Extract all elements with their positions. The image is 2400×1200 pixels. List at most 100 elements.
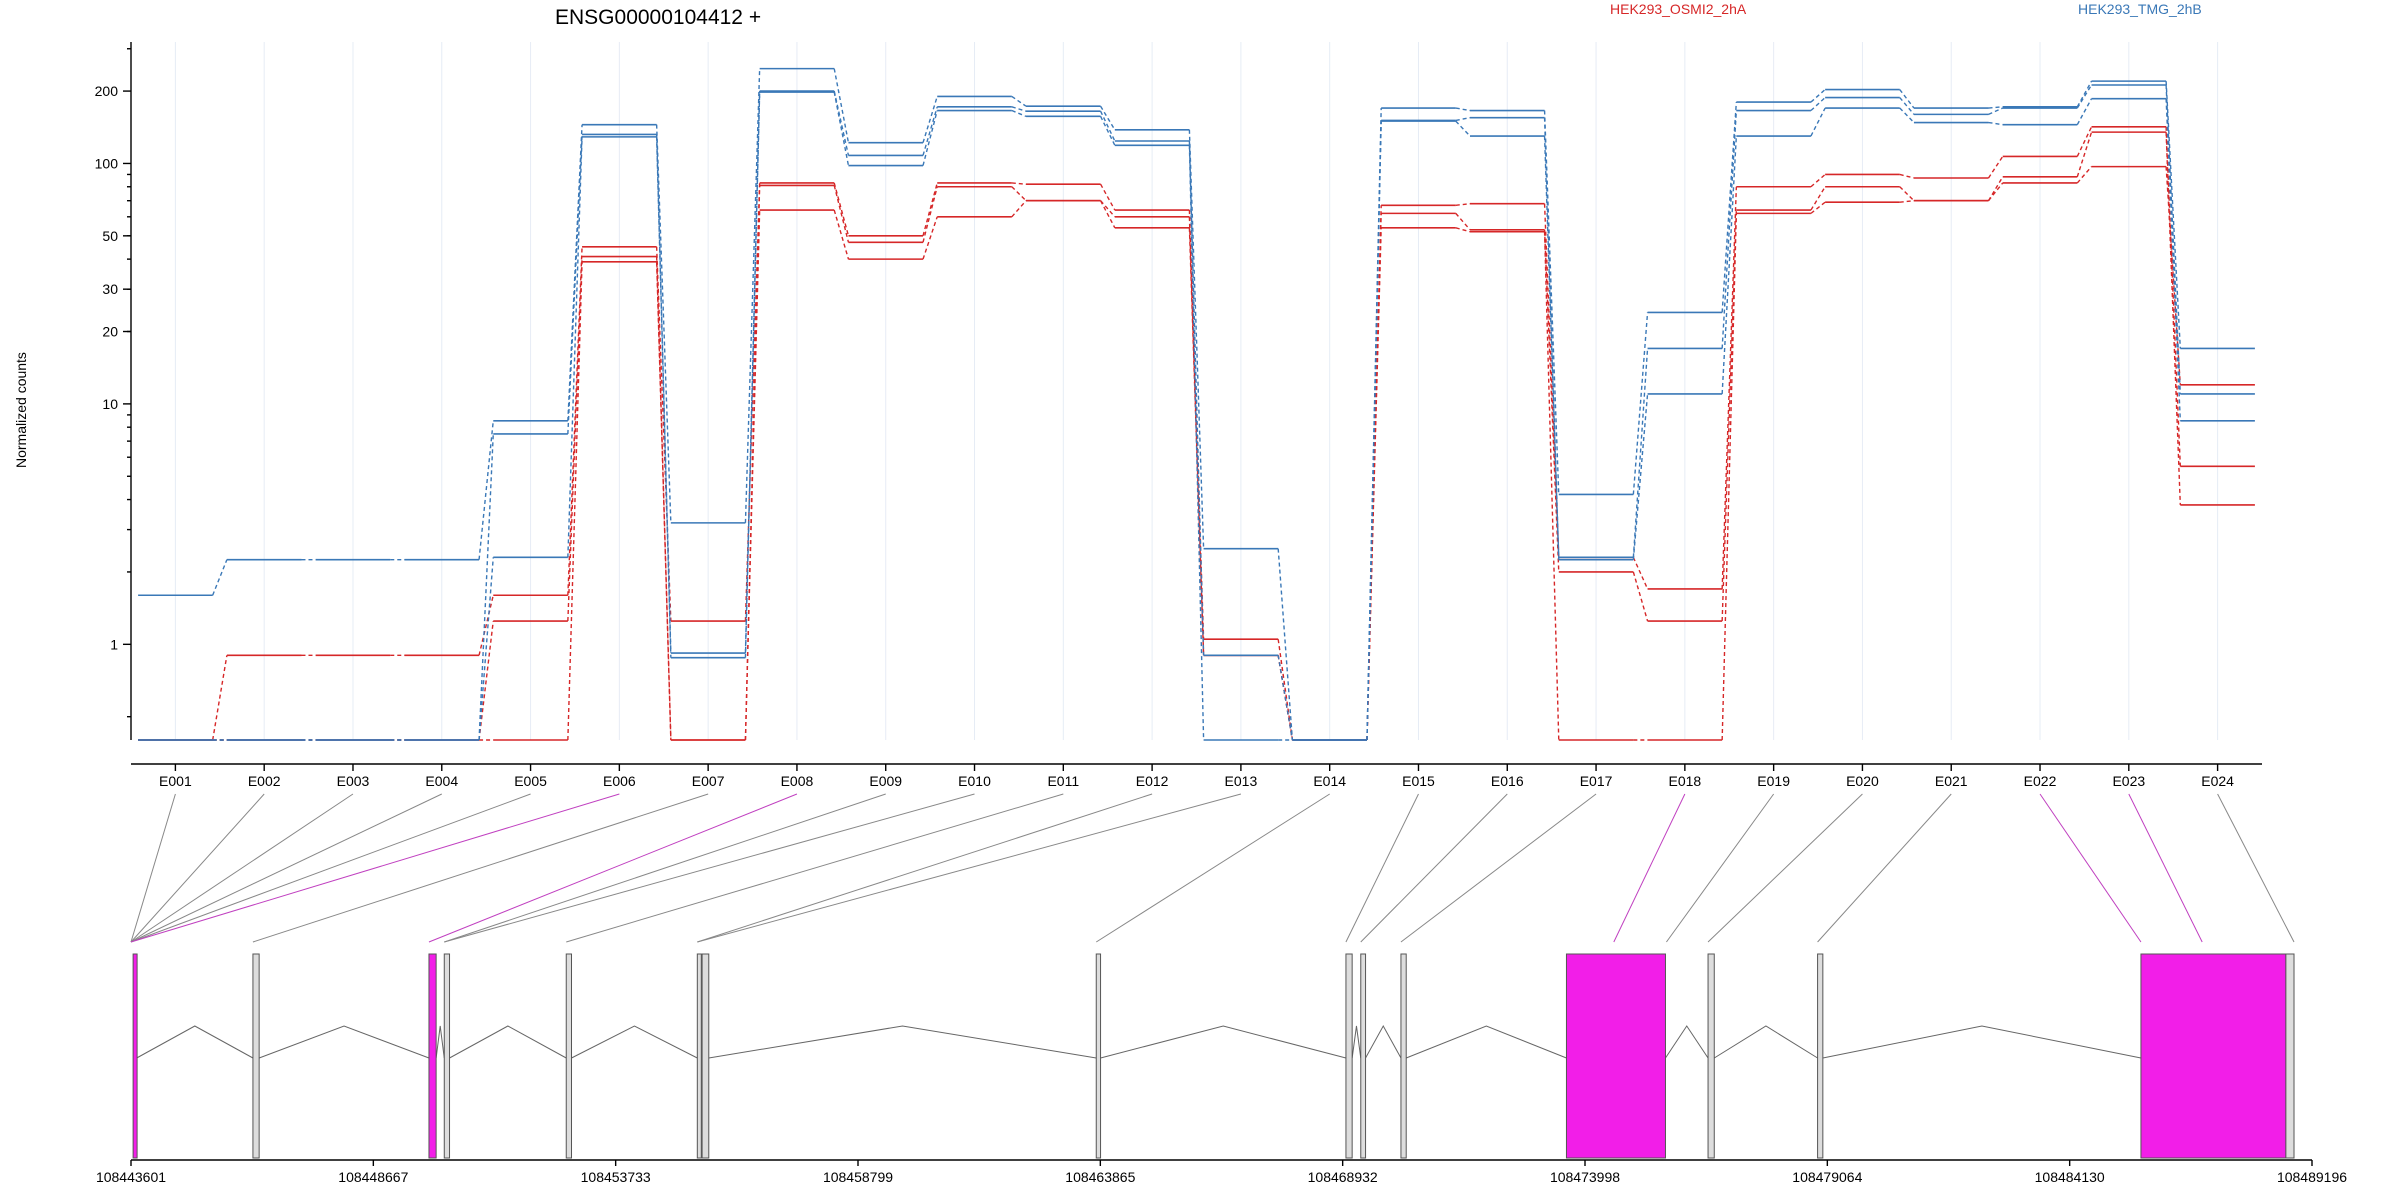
series-3-connector-e011 bbox=[1099, 200, 1116, 229]
genomic-tick-label-108489196: 108489196 bbox=[2277, 1169, 2347, 1185]
genomic-tick-label-108448667: 108448667 bbox=[338, 1169, 408, 1185]
connector-e008 bbox=[428, 793, 798, 943]
series-4-connector-e021 bbox=[1988, 106, 2003, 109]
connector-e004 bbox=[130, 793, 442, 943]
series-4-connector-e010 bbox=[1011, 95, 1027, 107]
series-4-connector-e023 bbox=[2165, 81, 2182, 349]
series-6-connector-e010 bbox=[1011, 109, 1027, 118]
y-tick-label-20: 20 bbox=[102, 324, 118, 340]
exon-label-e006: E006 bbox=[603, 773, 636, 789]
exon-label-e022: E022 bbox=[2024, 773, 2057, 789]
series-5-connector-e020 bbox=[1899, 97, 1915, 115]
series-5-connector-e021 bbox=[1988, 107, 2004, 116]
series-2-connector-e004 bbox=[478, 620, 494, 741]
series-6-connector-e014 bbox=[1366, 121, 1382, 741]
intron-5 bbox=[571, 1025, 698, 1059]
exon-connectors bbox=[130, 793, 2295, 943]
genomic-tick-label-108463865: 108463865 bbox=[1065, 1169, 1135, 1185]
connector-e017 bbox=[1400, 793, 1597, 943]
series-2-connector-e017 bbox=[1632, 571, 1649, 622]
series-1-connector-e008 bbox=[833, 182, 850, 237]
connector-e001 bbox=[130, 793, 176, 943]
intron-4 bbox=[449, 1025, 567, 1059]
connector-e002 bbox=[130, 793, 265, 943]
series-1-connector-e017 bbox=[1632, 557, 1649, 590]
series-1-connector-e020 bbox=[1899, 173, 1915, 179]
y-tick-label-10: 10 bbox=[102, 396, 118, 412]
series-2-connector-e020 bbox=[1899, 186, 1915, 202]
y-tick-label-1: 1 bbox=[110, 636, 118, 652]
series-2-connector-e022 bbox=[2076, 131, 2093, 178]
intron-11 bbox=[1406, 1025, 1567, 1059]
series-1-connector-e013 bbox=[1277, 639, 1294, 741]
series-5-connector-e022 bbox=[2076, 84, 2093, 109]
series-5-hek293_tmg_2hb bbox=[138, 84, 2255, 741]
intron-3 bbox=[435, 1025, 445, 1059]
series-3-connector-e023 bbox=[2165, 166, 2182, 385]
series-4-connector-e013 bbox=[1277, 548, 1294, 741]
chart-title: ENSG00000104412 + bbox=[555, 6, 761, 29]
y-tick-label-100: 100 bbox=[95, 155, 119, 171]
series-2-connector-e009 bbox=[922, 186, 938, 243]
series-6-connector-e019 bbox=[1810, 107, 1826, 137]
gene-exon-14 bbox=[1817, 953, 1824, 1159]
connector-e003 bbox=[130, 793, 354, 943]
series-5-connector-e006 bbox=[655, 134, 672, 654]
exon-label-e002: E002 bbox=[248, 773, 281, 789]
y-tick-label-200: 200 bbox=[95, 83, 119, 99]
intron-13 bbox=[1714, 1025, 1818, 1059]
series-4-connector-e018 bbox=[1721, 102, 1738, 313]
series-6-hek293_tmg_2hb bbox=[138, 91, 2255, 741]
intron-12 bbox=[1665, 1025, 1709, 1059]
gene-exon-10 bbox=[1360, 953, 1367, 1159]
series-2-connector-e005 bbox=[567, 256, 583, 622]
series-4-connector-e015 bbox=[1455, 107, 1471, 112]
exon-label-e010: E010 bbox=[958, 773, 991, 789]
series-3-connector-e007 bbox=[744, 210, 761, 741]
gene-model bbox=[132, 953, 2295, 1159]
series-2-connector-e019 bbox=[1810, 186, 1826, 211]
series-6-connector-e004 bbox=[478, 557, 494, 741]
series-6-connector-e018 bbox=[1721, 136, 1738, 394]
series-4-connector-e008 bbox=[833, 68, 850, 143]
connector-e020 bbox=[1707, 793, 1863, 943]
series-1-connector-e015 bbox=[1455, 203, 1471, 206]
gene-exon-9 bbox=[1345, 953, 1353, 1159]
intron-2 bbox=[258, 1025, 430, 1059]
connector-e005 bbox=[130, 793, 531, 943]
genomic-tick-label-108458799: 108458799 bbox=[823, 1169, 893, 1185]
series-3-connector-e009 bbox=[922, 216, 938, 260]
gene-exon-3 bbox=[428, 953, 437, 1159]
connector-e012 bbox=[697, 793, 1153, 943]
gene-exon-5 bbox=[565, 953, 573, 1159]
series-5-connector-e016 bbox=[1543, 117, 1560, 558]
series-6-connector-e020 bbox=[1899, 107, 1915, 124]
intron-10 bbox=[1365, 1024, 1402, 1059]
series-2-connector-e023 bbox=[2165, 132, 2182, 505]
series-4-connector-e012 bbox=[1188, 129, 1205, 549]
exon-label-e016: E016 bbox=[1491, 773, 1524, 789]
series-2-connector-e016 bbox=[1543, 229, 1560, 572]
series-3-connector-e022 bbox=[2076, 166, 2093, 184]
series-2-connector-e010 bbox=[1011, 186, 1027, 202]
gene-exon-2 bbox=[252, 953, 260, 1159]
series-6-connector-e016 bbox=[1543, 136, 1560, 560]
intron-14 bbox=[1822, 1025, 2142, 1059]
series-5-connector-e004 bbox=[478, 433, 494, 741]
connector-e009 bbox=[444, 793, 886, 943]
series-4-connector-e019 bbox=[1810, 88, 1826, 103]
genomic-axis: 108443601 108448667 108453733 108458799 1084… bbox=[96, 1159, 2347, 1185]
series-3-connector-e021 bbox=[1987, 182, 2004, 202]
exon-label-e005: E005 bbox=[514, 773, 547, 789]
connector-e015 bbox=[1345, 793, 1419, 943]
exon-label-e003: E003 bbox=[337, 773, 370, 789]
series-5-connector-e011 bbox=[1099, 110, 1116, 142]
connector-e023 bbox=[2128, 793, 2203, 943]
legend-item-osmi2: HEK293_OSMI2_2hA bbox=[1610, 1, 1747, 17]
gene-exon-16 bbox=[2285, 953, 2295, 1159]
series-3-connector-e019 bbox=[1810, 201, 1826, 214]
series-2-connector-e011 bbox=[1100, 200, 1116, 218]
series-1-connector-e001 bbox=[211, 655, 228, 741]
connector-e019 bbox=[1666, 793, 1775, 943]
